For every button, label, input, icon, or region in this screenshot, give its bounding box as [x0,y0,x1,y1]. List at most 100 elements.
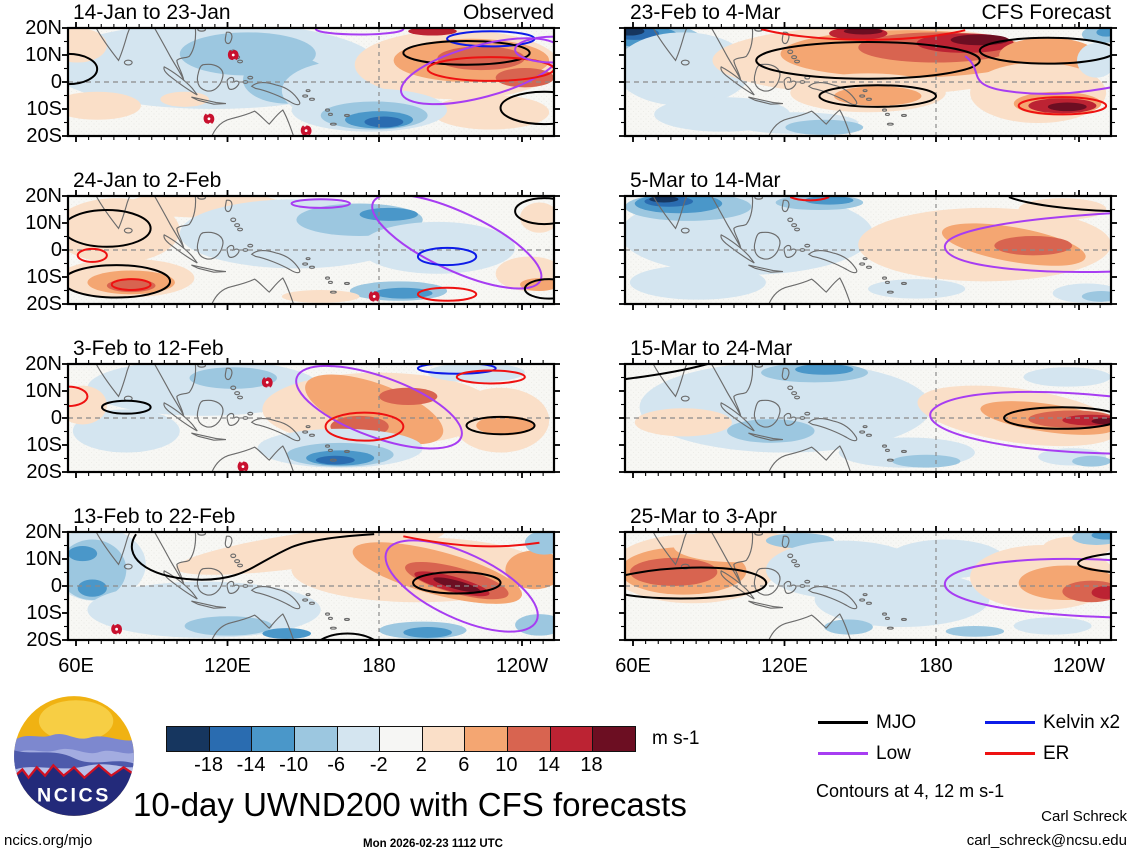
y-tick-label: 20N [25,353,62,375]
colorbar-swatch [592,727,636,751]
panel-corner-label: CFS Forecast [981,1,1111,24]
author-name: Carl Schreck [1041,808,1127,825]
y-tick-label: 10S [26,602,62,624]
map-panel: 25-Mar to 3-Apr [619,505,1117,646]
y-tick-label: 20N [25,17,62,39]
cyclone-icon [203,113,215,124]
panel-title: 5-Mar to 14-Mar [630,169,781,192]
colorbar-tick-label: -10 [279,754,309,776]
legend-label-kelvin: Kelvin x2 [1043,712,1121,733]
colorbar-tick-label: 2 [415,754,427,776]
ncics-logo-icon: NCICS [14,696,134,816]
legend-line-mjo [818,721,868,724]
y-tick-label: 0 [50,71,62,93]
x-tick-label: 120E [761,655,808,677]
y-tick-label: 0 [50,407,62,429]
y-tick-label: 20S [26,629,62,651]
colorbar-tick-label: -6 [327,754,346,776]
colorbar-swatch [421,727,465,751]
cyclone-icon [227,49,239,61]
map-plot [62,526,560,646]
colorbar [166,726,636,752]
x-tick-label: 60E [58,655,94,677]
y-tick-label: 20S [26,461,62,483]
colorbar-tick-label: -18 [194,754,223,776]
colorbar-swatch [507,727,550,751]
x-tick-label: 120W [495,655,549,677]
map-plot [619,526,1117,646]
colorbar-tick-label: 10 [495,754,518,776]
y-tick-label: 0 [50,239,62,261]
website-link[interactable]: ncics.org/mjo [4,832,93,849]
panel-title: 13-Feb to 22-Feb [73,505,236,528]
panel-title: 14-Jan to 23-Jan [73,1,231,24]
colorbar-swatch [167,727,209,751]
contour-note: Contours at 4, 12 m s-1 [816,781,1005,801]
colorbar-swatch [208,727,252,751]
panel-title: 25-Mar to 3-Apr [630,505,778,528]
colorbar-tick-label: -2 [369,754,388,776]
map-plot [619,358,1117,478]
legend-line-kelvin [985,721,1035,724]
legend-label-er: ER [1043,743,1070,764]
generation-timestamp: Mon 2026-02-23 1112 UTC [363,838,503,850]
y-tick-label: 20S [26,125,62,147]
colorbar-swatch [251,727,294,751]
map-plot [62,358,560,478]
colorbar-tick-label: 14 [537,754,561,776]
map-plot [62,190,560,310]
ncics-logo: NCICS [12,694,136,818]
cyclone-icon [300,125,312,136]
figure-title: 10-day UWND200 with CFS forecasts [133,786,687,823]
x-tick-label: 120W [1052,655,1106,677]
colorbar-tick-label: 18 [580,754,603,776]
legend-label-mjo: MJO [876,712,917,733]
legend-label-low: Low [876,743,911,764]
cyclone-icon [368,291,380,302]
y-tick-label: 20N [25,521,62,543]
map-plot [619,22,1117,142]
panel-corner-label: Observed [462,1,554,24]
y-tick-label: 10S [26,98,62,120]
map-plot [619,190,1117,310]
map-panel: 24-Jan to 2-Feb [62,169,560,310]
x-tick-label: 60E [615,655,651,677]
map-panel: 23-Feb to 4-Mar CFS Forecast [619,1,1117,142]
map-panel: 3-Feb to 12-Feb [62,337,560,478]
map-plot [62,22,560,142]
map-panel: 14-Jan to 23-Jan Observed [62,1,560,142]
y-tick-label: 10N [25,548,62,570]
cyclone-icon [111,623,122,635]
y-tick-label: 10S [26,266,62,288]
legend-line-er [985,752,1035,755]
y-tick-label: 10S [26,434,62,456]
x-tick-label: 120E [204,655,251,677]
author-email[interactable]: carl_schreck@ncsu.edu [966,832,1127,849]
cyclone-icon [261,377,273,388]
panel-title: 23-Feb to 4-Mar [630,1,781,24]
map-panel: 13-Feb to 22-Feb [62,505,560,646]
colorbar-units-label: m s-1 [652,728,700,749]
colorbar-swatch [293,727,337,751]
legend-line-low [818,752,868,755]
y-tick-label: 10N [25,44,62,66]
x-tick-label: 180 [362,655,396,677]
x-tick-label: 180 [919,655,953,677]
colorbar-tick-label: -14 [236,754,266,776]
ncics-logo-text: NCICS [37,784,111,806]
y-tick-label: 20S [26,293,62,315]
y-tick-label: 10N [25,380,62,402]
panel-title: 15-Mar to 24-Mar [630,337,793,360]
colorbar-swatch [336,727,380,751]
panel-title: 3-Feb to 12-Feb [73,337,224,360]
colorbar-swatch [549,727,593,751]
colorbar-swatch [464,727,508,751]
colorbar-swatch [379,727,422,751]
y-tick-label: 10N [25,212,62,234]
colorbar-tick-label: 6 [458,754,470,776]
y-tick-label: 20N [25,185,62,207]
panel-title: 24-Jan to 2-Feb [73,169,222,192]
cyclone-icon [237,461,249,472]
map-panel: 5-Mar to 14-Mar [619,169,1117,310]
